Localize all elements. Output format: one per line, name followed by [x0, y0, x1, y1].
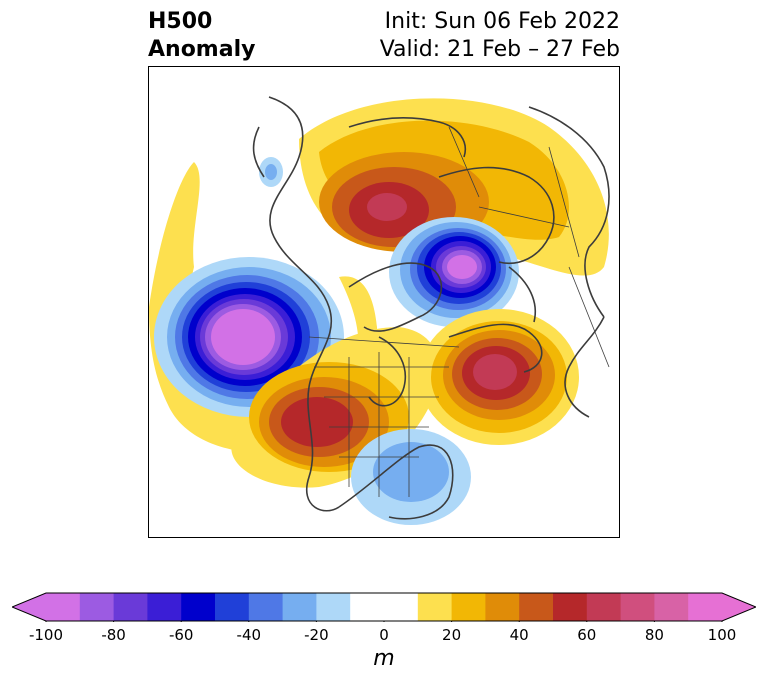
trough-bering [259, 157, 283, 187]
colorbar-segment [688, 593, 723, 621]
title-field-name: H500 [148, 9, 213, 34]
colorbar-tick-label: -40 [236, 626, 262, 644]
colorbar-segment [113, 593, 148, 621]
colorbar-tick-label: -60 [168, 626, 194, 644]
state-borders [308, 126, 610, 497]
coastlines [252, 96, 610, 520]
init-date-label: Init: Sun 06 Feb 2022 [384, 9, 620, 34]
colorbar-extend-low [12, 593, 46, 621]
contour-neg90 [211, 309, 275, 365]
valid-range-label: Valid: 21 Feb – 27 Feb [379, 37, 620, 62]
colorbar-segment [519, 593, 554, 621]
map-canvas [149, 96, 610, 525]
colorbar-tick-label: 80 [644, 626, 664, 644]
contour-70 [367, 193, 407, 221]
colorbar-segment [181, 593, 216, 621]
colorbar-segment [215, 593, 250, 621]
colorbar-unit-label: m [373, 646, 395, 671]
colorbar [12, 592, 756, 622]
colorbar-tick-label: 40 [509, 626, 529, 644]
anomaly-map [148, 66, 620, 538]
colorbar-segment [553, 593, 588, 621]
colorbar-segment [417, 593, 453, 621]
map-title: H500 Anomaly [148, 8, 255, 64]
ridge-north-atlantic [419, 309, 579, 445]
colorbar-tick-label: 0 [379, 626, 389, 644]
colorbar-segment [451, 593, 486, 621]
contour-neg20 [265, 164, 277, 180]
ridge-north-central-asia [299, 98, 609, 276]
colorbar-tick-label: -20 [304, 626, 329, 644]
title-field-type: Anomaly [148, 37, 256, 62]
colorbar-segment [248, 593, 284, 621]
colorbar-segment [282, 593, 317, 621]
colorbar-tick-label: -100 [28, 626, 64, 644]
colorbar-segment [586, 593, 622, 621]
colorbar-segment [79, 593, 115, 621]
colorbar-tick-label: 100 [707, 626, 737, 644]
colorbar-tick-label: 60 [577, 626, 597, 644]
colorbar-segment [316, 593, 351, 621]
colorbar-tick-label: -80 [101, 626, 126, 644]
colorbar-segment [147, 593, 182, 621]
contour-70 [473, 354, 517, 390]
colorbar-segment [485, 593, 520, 621]
contour-60 [281, 397, 353, 447]
map-subtitle: Init: Sun 06 Feb 2022 Valid: 21 Feb – 27… [380, 8, 620, 64]
colorbar-tick-label: 20 [442, 626, 462, 644]
trough-arctic-siberia [389, 217, 519, 327]
colorbar-segment [46, 593, 81, 621]
colorbar-segment [620, 593, 655, 621]
colorbar-segment [654, 593, 689, 621]
colorbar-extend-high [722, 593, 756, 621]
colorbar-segment [384, 593, 419, 621]
contour-neg90 [447, 255, 477, 279]
colorbar-segment [350, 593, 385, 621]
